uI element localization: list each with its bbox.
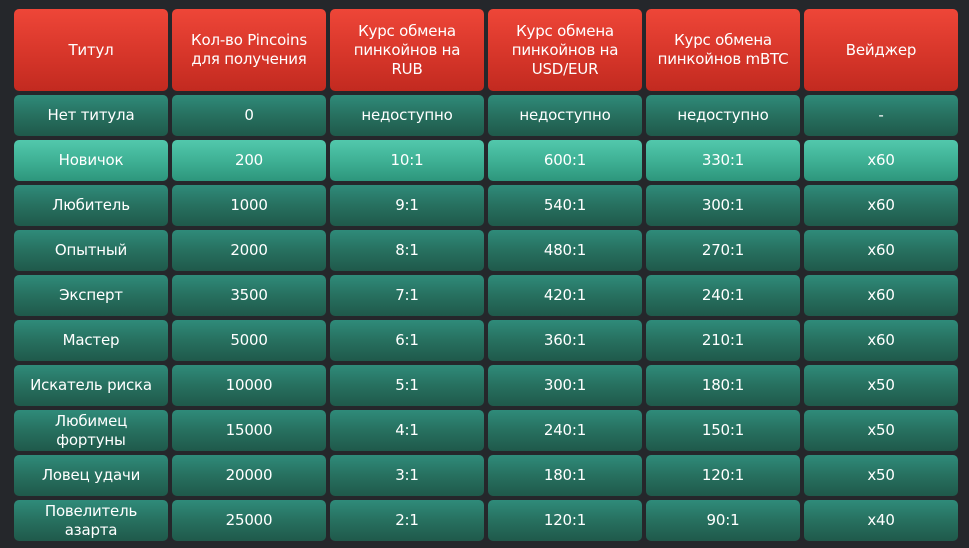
cell-rate-usd-eur: 420:1 — [488, 275, 642, 316]
cell-pincoins: 10000 — [172, 365, 326, 406]
cell-wager: x60 — [804, 230, 958, 271]
cell-pincoins: 15000 — [172, 410, 326, 451]
cell-wager: x60 — [804, 320, 958, 361]
cell-rate-mbtc: 240:1 — [646, 275, 800, 316]
cell-rate-rub: недоступно — [330, 95, 484, 136]
cell-pincoins: 200 — [172, 140, 326, 181]
header-pincoins-required: Кол-во Pincoins для получения — [172, 9, 326, 91]
cell-title: Новичок — [14, 140, 168, 181]
header-title: Титул — [14, 9, 168, 91]
cell-rate-rub: 5:1 — [330, 365, 484, 406]
cell-rate-usd-eur: 600:1 — [488, 140, 642, 181]
cell-pincoins: 3500 — [172, 275, 326, 316]
cell-rate-rub: 3:1 — [330, 455, 484, 496]
cell-pincoins: 2000 — [172, 230, 326, 271]
cell-pincoins: 0 — [172, 95, 326, 136]
cell-rate-mbtc: 210:1 — [646, 320, 800, 361]
cell-wager: x50 — [804, 410, 958, 451]
cell-pincoins: 1000 — [172, 185, 326, 226]
cell-title: Мастер — [14, 320, 168, 361]
cell-wager: x40 — [804, 500, 958, 541]
header-rate-rub: Курс обмена пинкойнов на RUB — [330, 9, 484, 91]
cell-pincoins: 5000 — [172, 320, 326, 361]
cell-title: Любитель — [14, 185, 168, 226]
header-rate-mbtc: Курс обмена пинкойнов mBTC — [646, 9, 800, 91]
cell-rate-rub: 7:1 — [330, 275, 484, 316]
cell-rate-usd-eur: 480:1 — [488, 230, 642, 271]
cell-rate-usd-eur: 360:1 — [488, 320, 642, 361]
cell-wager: x60 — [804, 185, 958, 226]
cell-pincoins: 25000 — [172, 500, 326, 541]
cell-rate-rub: 9:1 — [330, 185, 484, 226]
cell-rate-mbtc: 330:1 — [646, 140, 800, 181]
cell-rate-mbtc: недоступно — [646, 95, 800, 136]
cell-rate-mbtc: 270:1 — [646, 230, 800, 271]
cell-rate-rub: 8:1 — [330, 230, 484, 271]
cell-rate-rub: 2:1 — [330, 500, 484, 541]
header-wager: Вейджер — [804, 9, 958, 91]
cell-title: Эксперт — [14, 275, 168, 316]
cell-rate-mbtc: 300:1 — [646, 185, 800, 226]
cell-rate-rub: 4:1 — [330, 410, 484, 451]
cell-title: Искатель риска — [14, 365, 168, 406]
header-rate-usd-eur: Курс обмена пинкойнов на USD/EUR — [488, 9, 642, 91]
cell-rate-rub: 10:1 — [330, 140, 484, 181]
cell-rate-usd-eur: 300:1 — [488, 365, 642, 406]
cell-rate-mbtc: 90:1 — [646, 500, 800, 541]
cell-title: Опытный — [14, 230, 168, 271]
cell-title: Повелитель азарта — [14, 500, 168, 541]
cell-rate-usd-eur: 120:1 — [488, 500, 642, 541]
cell-wager: x50 — [804, 455, 958, 496]
cell-rate-usd-eur: недоступно — [488, 95, 642, 136]
cell-title: Нет титула — [14, 95, 168, 136]
cell-wager: - — [804, 95, 958, 136]
cell-wager: x60 — [804, 275, 958, 316]
cell-wager: x50 — [804, 365, 958, 406]
cell-rate-mbtc: 180:1 — [646, 365, 800, 406]
cell-rate-usd-eur: 240:1 — [488, 410, 642, 451]
cell-rate-mbtc: 120:1 — [646, 455, 800, 496]
cell-rate-usd-eur: 540:1 — [488, 185, 642, 226]
cell-pincoins: 20000 — [172, 455, 326, 496]
cell-rate-usd-eur: 180:1 — [488, 455, 642, 496]
cell-rate-mbtc: 150:1 — [646, 410, 800, 451]
cell-wager: x60 — [804, 140, 958, 181]
cell-title: Любимец фортуны — [14, 410, 168, 451]
cell-title: Ловец удачи — [14, 455, 168, 496]
cell-rate-rub: 6:1 — [330, 320, 484, 361]
